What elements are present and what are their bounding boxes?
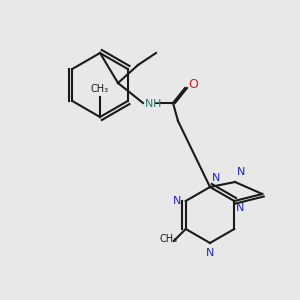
Text: H: H <box>153 99 161 109</box>
Text: CH₃: CH₃ <box>91 84 109 94</box>
Text: N: N <box>237 167 245 177</box>
Text: N: N <box>206 248 214 258</box>
Text: N: N <box>145 99 153 109</box>
Text: N: N <box>172 196 181 206</box>
Text: O: O <box>188 79 198 92</box>
Text: CH₃: CH₃ <box>160 234 178 244</box>
Text: N: N <box>212 173 220 183</box>
Text: N: N <box>236 203 244 213</box>
